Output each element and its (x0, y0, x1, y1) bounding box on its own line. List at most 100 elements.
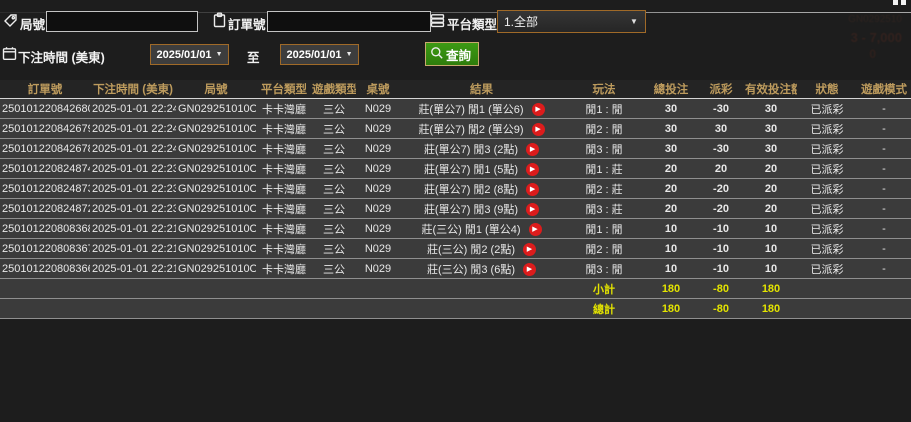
cell-play-type: 閒1 : 莊 (585, 163, 623, 176)
cell-round-id: GN029251010OW (178, 182, 256, 195)
cell-game-mode: - (882, 262, 886, 275)
cell-payout: -10 (713, 242, 729, 255)
cell-round-id: GN029251010OW (178, 202, 256, 215)
cell-table-no: N029 (364, 122, 392, 135)
subtotal-label: 小計 (593, 283, 615, 296)
window-corner-marks (893, 0, 906, 5)
cell-valid-bet: 30 (764, 102, 778, 115)
total-payout: -80 (713, 302, 729, 315)
cell-status: 已派彩 (810, 203, 844, 216)
table-header-row: 訂單號 下注時間 (美東) 局號 平台類型 遊戲類型 桌號 結果 玩法 總投注 … (0, 80, 911, 99)
cell-game-mode: - (882, 142, 886, 155)
play-video-icon[interactable]: ▶ (523, 243, 536, 257)
order-id-input[interactable] (267, 11, 431, 32)
cell-total-bet: 20 (664, 162, 678, 175)
cell-game-type: 三公 (323, 263, 345, 276)
cell-result: 莊(單公7) 閒3 (9點) ▶ (400, 199, 563, 219)
cell-game-type: 三公 (323, 143, 345, 156)
play-video-icon[interactable]: ▶ (523, 263, 536, 277)
cell-table-no: N029 (364, 182, 392, 195)
order-id-label: 訂單號 (228, 18, 266, 32)
clipboard-icon (212, 12, 227, 33)
col-header-total-bet: 總投注 (645, 80, 697, 99)
cell-order-id: 250101220842679 (2, 122, 90, 135)
result-text: 莊(三公) 閒2 (2點) (427, 243, 515, 256)
cell-play-type: 閒1 : 閒 (585, 103, 623, 116)
cell-valid-bet: 30 (764, 142, 778, 155)
total-total-bet: 180 (661, 302, 681, 315)
result-text: 莊(單公7) 閒1 (單公6) (418, 103, 524, 116)
date-range-to-label: 至 (247, 51, 260, 65)
col-header-result: 結果 (400, 80, 563, 99)
col-header-bet-time: 下注時間 (美東) (90, 80, 176, 99)
cell-round-id: GN029251010OV (178, 262, 256, 275)
cell-order-id: 250101220808368 (2, 222, 90, 235)
play-video-icon[interactable]: ▶ (531, 103, 545, 117)
cell-result: 莊(單公7) 閒1 (5點) ▶ (400, 159, 563, 179)
subtotal-row: 小計 180 -80 180 (0, 278, 911, 299)
result-text: 莊(單公7) 閒2 (單公9) (418, 123, 524, 136)
total-row: 總計 180 -80 180 (0, 298, 911, 319)
subtotal-payout: -80 (713, 282, 729, 295)
cell-valid-bet: 20 (764, 182, 778, 195)
cell-round-id: GN029251010OX (178, 122, 256, 135)
play-video-icon[interactable]: ▶ (531, 123, 545, 137)
date-to-picker[interactable]: 2025/01/01 ▼ (280, 44, 359, 65)
result-text: 莊(單公7) 閒1 (5點) (423, 163, 519, 176)
cell-status: 已派彩 (810, 163, 844, 176)
cell-valid-bet: 30 (764, 122, 778, 135)
cell-table-no: N029 (364, 162, 392, 175)
cell-game-type: 三公 (323, 223, 345, 236)
ghost-round-id: GN0292510 (848, 14, 902, 25)
cell-valid-bet: 10 (764, 262, 778, 275)
col-header-platform: 平台類型 (256, 80, 312, 99)
result-text: 莊(單公7) 閒3 (9點) (423, 203, 519, 216)
platform-type-select[interactable]: 1.全部 ▼ (497, 10, 646, 33)
table-row: 250101220842679 2025-01-01 22:24:45 GN02… (0, 118, 911, 139)
col-header-table-no: 桌號 (356, 80, 400, 99)
cell-valid-bet: 20 (764, 162, 778, 175)
cell-status: 已派彩 (810, 183, 844, 196)
cell-round-id: GN029251010OX (178, 142, 256, 155)
cell-game-mode: - (882, 162, 886, 175)
play-video-icon[interactable]: ▶ (526, 203, 540, 217)
cell-bet-time: 2025-01-01 22:21:24 (92, 262, 176, 275)
platform-type-label: 平台類型 (447, 18, 498, 32)
col-header-status: 狀態 (797, 80, 857, 99)
total-valid-bet: 180 (761, 302, 781, 315)
cell-platform: 卡卡灣廳 (262, 263, 306, 276)
cell-game-mode: - (882, 202, 886, 215)
search-button[interactable]: 查詢 (425, 42, 480, 66)
bet-records-table: 訂單號 下注時間 (美東) 局號 平台類型 遊戲類型 桌號 結果 玩法 總投注 … (0, 80, 911, 319)
cell-total-bet: 10 (664, 262, 678, 275)
play-video-icon[interactable]: ▶ (528, 223, 542, 237)
cell-play-type: 閒2 : 閒 (585, 243, 623, 256)
cell-play-type: 閒3 : 閒 (585, 143, 623, 156)
ghost-overlay: GN0292510 3 - 7,000 0 (740, 14, 902, 61)
date-from-picker[interactable]: 2025/01/01 ▼ (150, 44, 229, 65)
subtotal-valid-bet: 180 (761, 282, 781, 295)
search-icon (430, 46, 444, 63)
cell-table-no: N029 (364, 102, 392, 115)
table-row: 250101220808368 2025-01-01 22:21:24 GN02… (0, 218, 911, 239)
date-to-value: 2025/01/01 (286, 48, 342, 61)
cell-bet-time: 2025-01-01 22:23:01 (92, 162, 176, 175)
round-id-input[interactable] (46, 11, 198, 32)
cell-valid-bet: 10 (764, 242, 778, 255)
table-row: 250101220824873 2025-01-01 22:23:01 GN02… (0, 178, 911, 199)
platform-stack-icon (430, 13, 445, 33)
play-video-icon[interactable]: ▶ (526, 163, 540, 177)
col-header-valid-bet: 有效投注額 (745, 80, 797, 99)
col-header-game-mode: 遊戲模式 (857, 80, 911, 99)
table-row: 250101220842678 2025-01-01 22:24:45 GN02… (0, 138, 911, 159)
play-video-icon[interactable]: ▶ (526, 183, 540, 197)
col-header-play-type: 玩法 (563, 80, 645, 99)
dropdown-arrow-icon: ▼ (345, 51, 353, 58)
cell-play-type: 閒1 : 閒 (585, 223, 623, 236)
col-header-order-id: 訂單號 (0, 80, 90, 99)
cell-order-id: 250101220824874 (2, 162, 90, 175)
play-video-icon[interactable]: ▶ (526, 143, 540, 157)
cell-valid-bet: 10 (764, 222, 778, 235)
cell-bet-time: 2025-01-01 22:24:45 (92, 122, 176, 135)
cell-total-bet: 10 (664, 242, 678, 255)
